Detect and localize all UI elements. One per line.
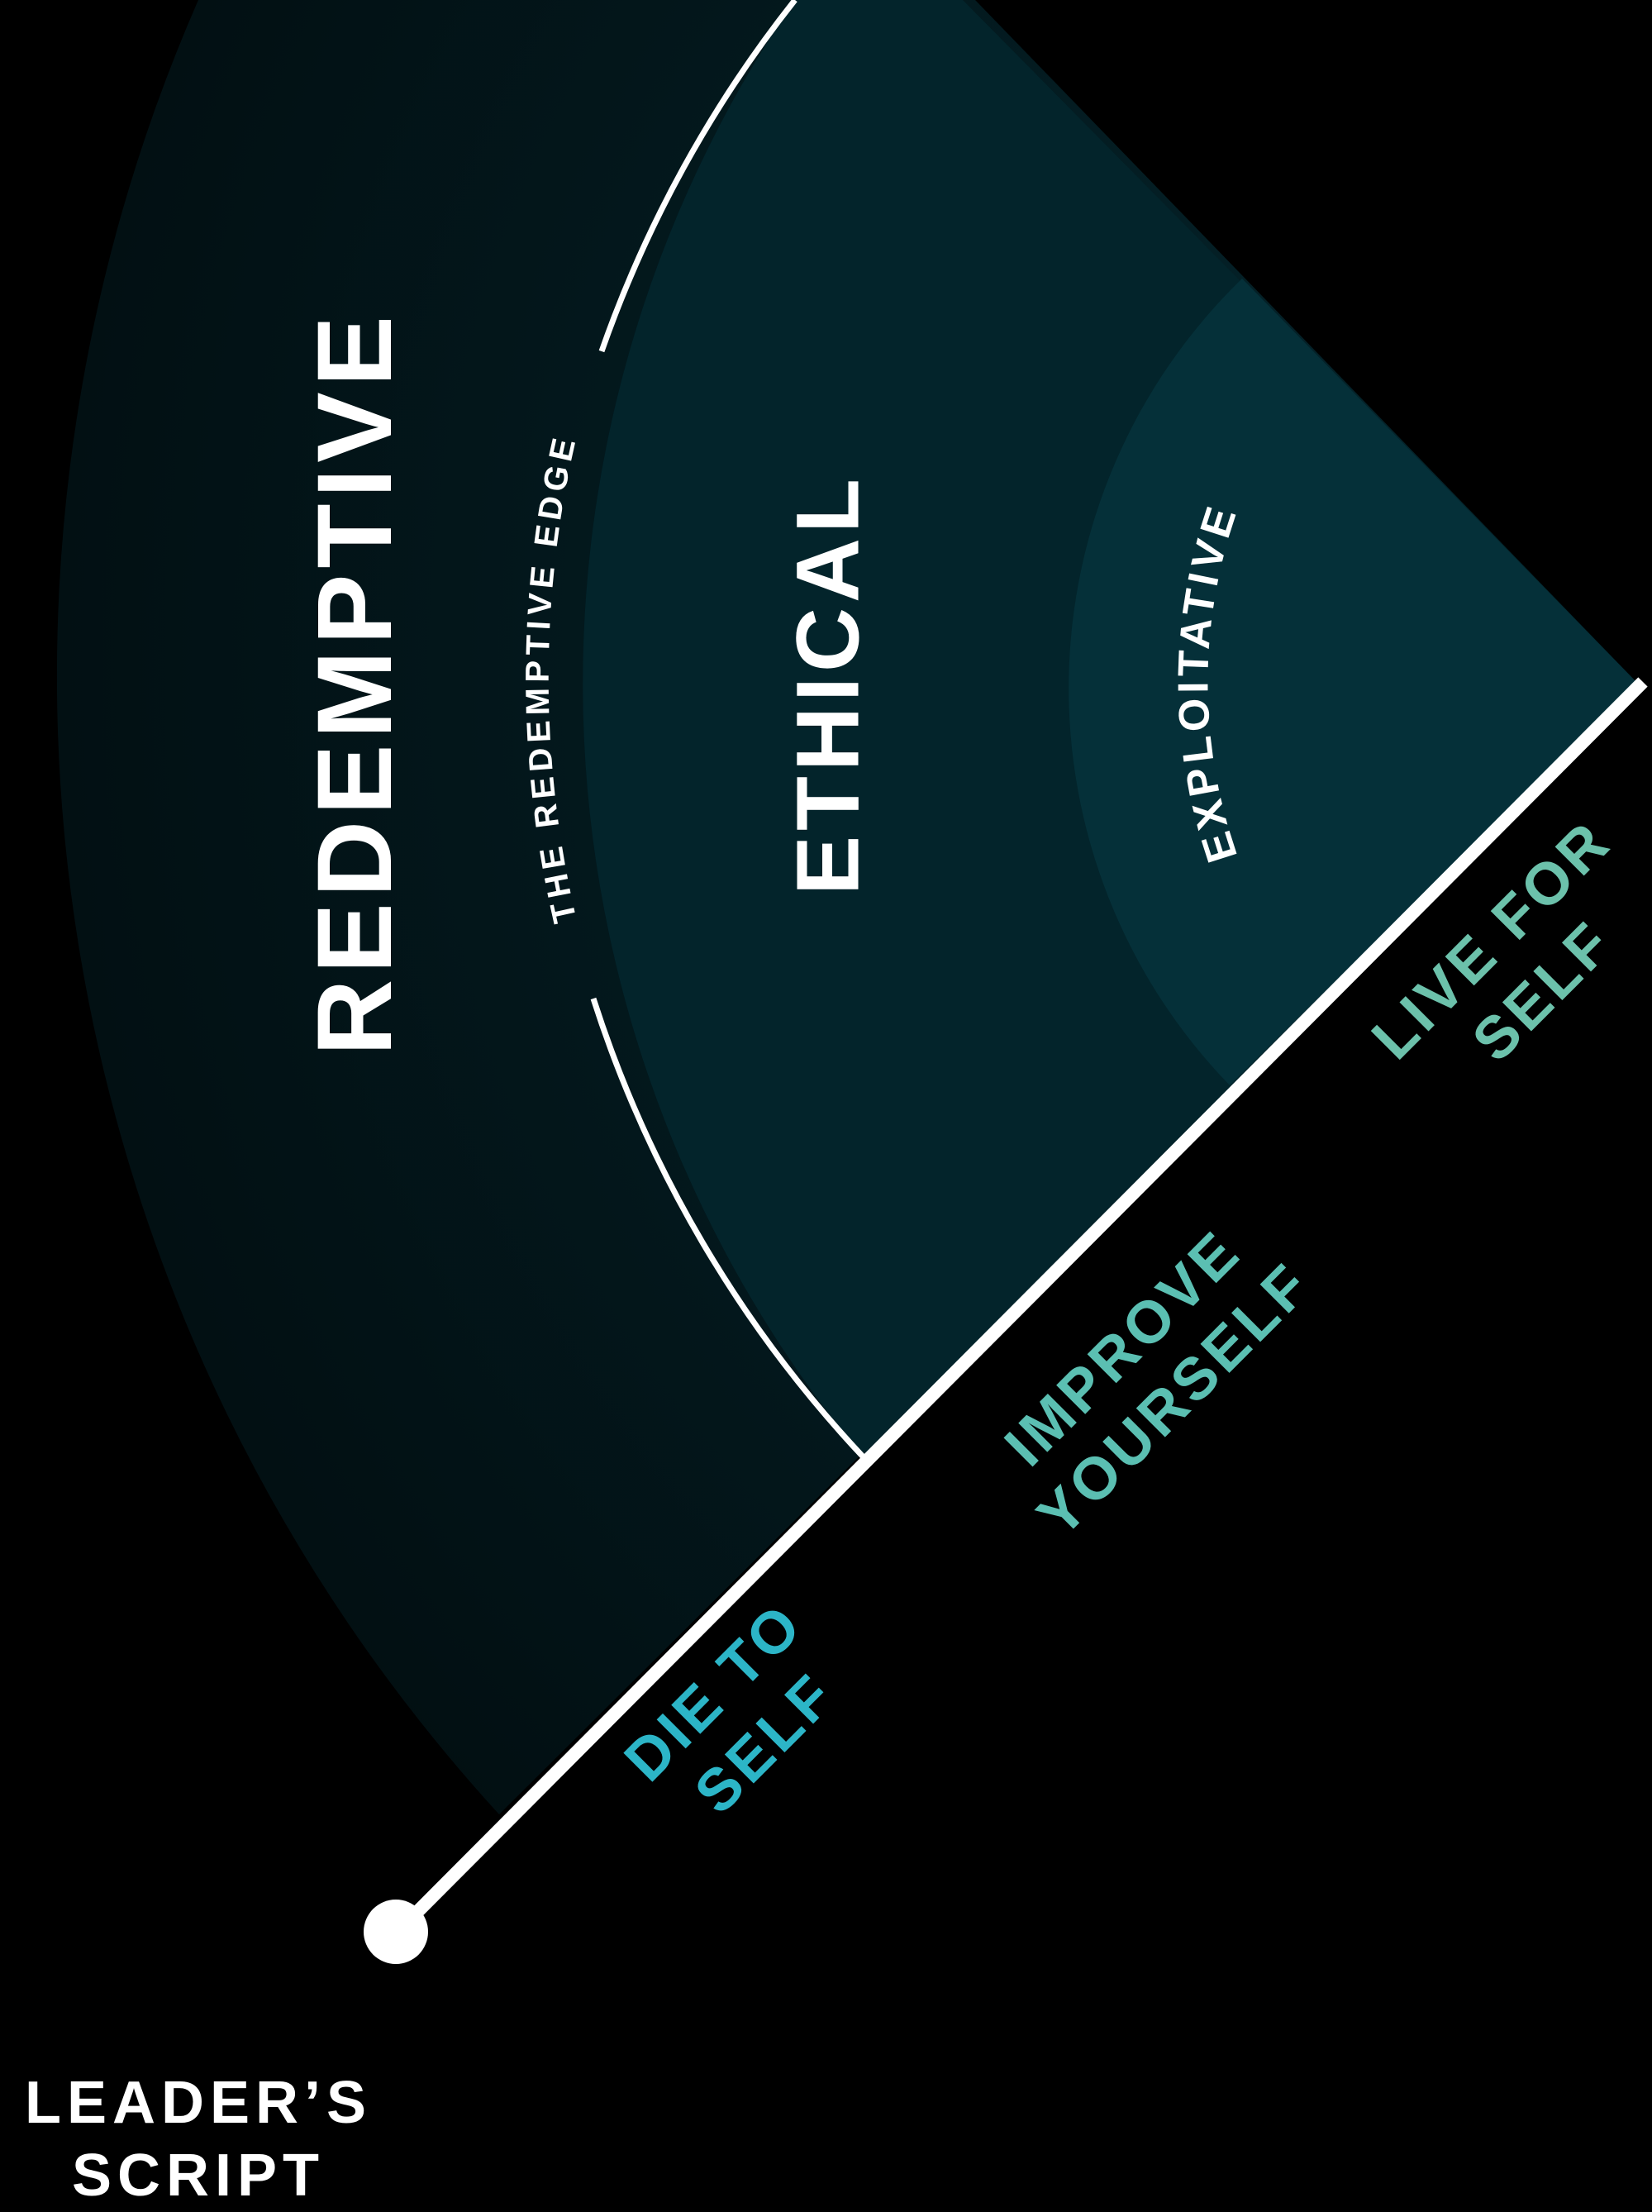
leaders-script-line2: SCRIPT	[71, 2143, 326, 2209]
ethical-label: ETHICAL	[778, 474, 878, 895]
exploitative-zone	[1069, 279, 1637, 1085]
origin-dot	[364, 1900, 428, 1964]
redemptive-edge-line-lower	[590, 997, 865, 1459]
redemptive-edge-line-upper	[598, 0, 797, 353]
redemptive-label: REDEMPTIVE	[296, 310, 414, 1056]
leaders-script-line1: LEADER’S	[24, 2070, 373, 2136]
axis-line	[392, 677, 1648, 1938]
leaders-script-label: LEADER’S SCRIPT	[0, 2067, 397, 2212]
